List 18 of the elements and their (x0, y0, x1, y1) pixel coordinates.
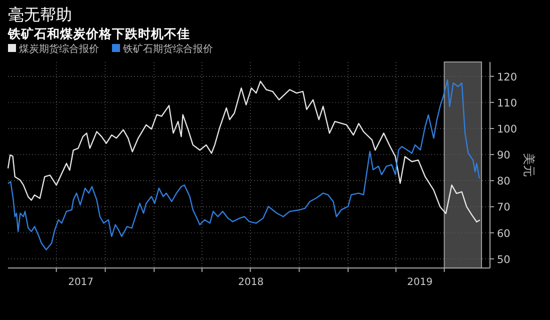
chart-title: 毫无帮助 (8, 5, 72, 24)
legend-label: 煤炭期货综合报价 (19, 43, 99, 55)
y-tick-label: 60 (497, 228, 510, 240)
y-tick-label: 90 (497, 150, 510, 162)
line-series (7, 80, 481, 222)
y-tick-label: 50 (497, 254, 510, 266)
x-tick-label: 2019 (407, 277, 433, 288)
x-tick-label: 2018 (238, 277, 264, 288)
line-series (7, 79, 480, 250)
chart-subtitle: 铁矿石和煤炭价格下跌时机不佳 (7, 26, 190, 41)
x-tick-label: 2017 (68, 277, 94, 288)
y-tick-label: 110 (497, 97, 518, 110)
legend-label: 铁矿石期货综合报价 (122, 43, 213, 55)
y-tick-label: 120 (497, 71, 518, 84)
y-tick-label: 70 (497, 202, 510, 214)
y-tick-label: 80 (497, 176, 510, 188)
y-axis-title: 美元 (522, 153, 536, 177)
y-tick-label: 100 (497, 123, 518, 136)
